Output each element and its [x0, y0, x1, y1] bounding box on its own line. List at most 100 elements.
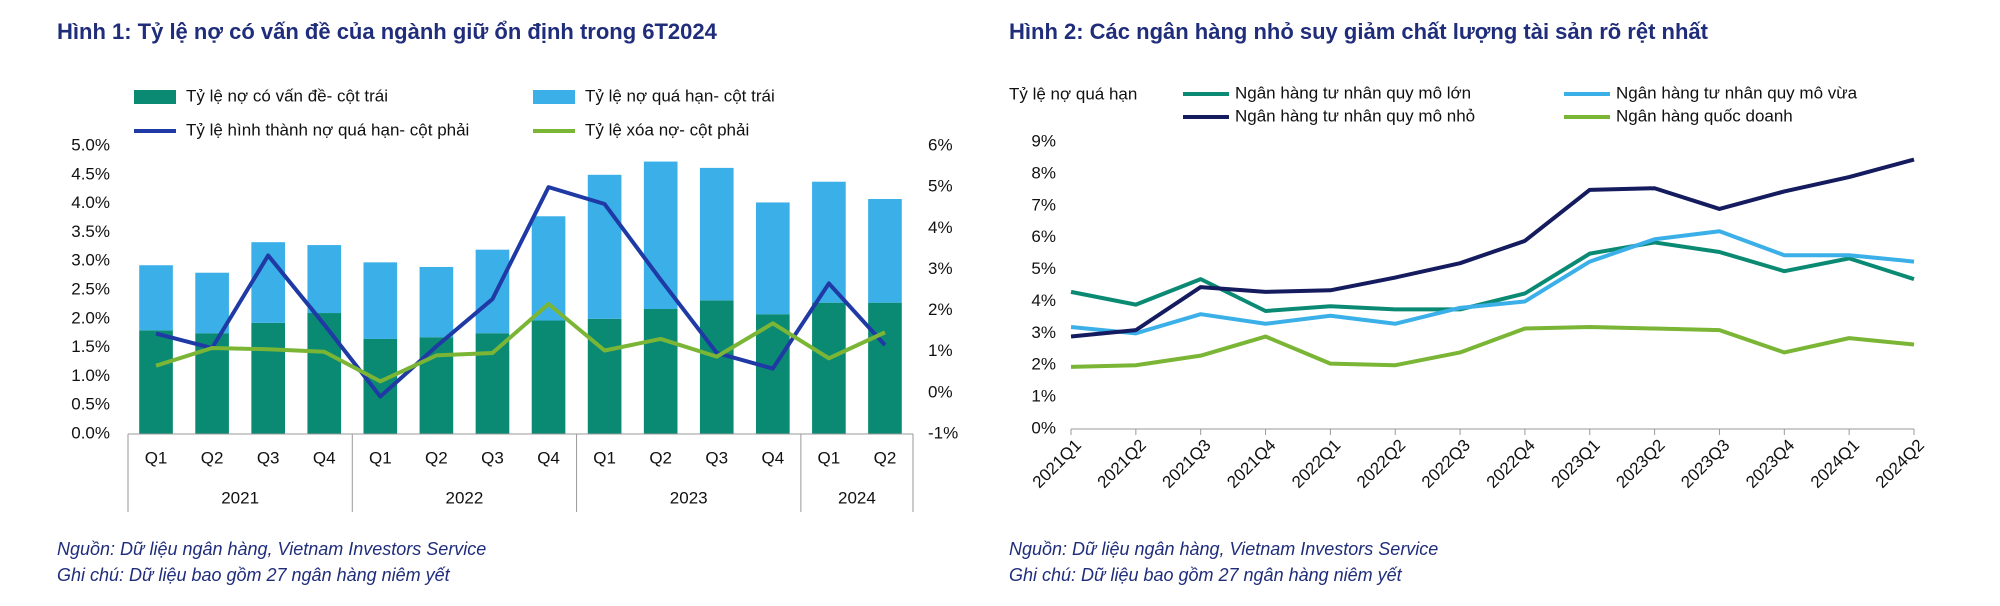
- line: [155, 301, 886, 384]
- note: Ghi chú: Dữ liệu bao gồm 27 ngân hàng ni…: [57, 565, 451, 585]
- bar: [195, 272, 229, 334]
- y-tick-label: 0.5%: [71, 395, 110, 414]
- bar: [587, 174, 622, 319]
- y-tick-label: 5%: [1031, 259, 1056, 278]
- x-tick-label: 2023Q3: [1677, 436, 1733, 492]
- line: [1070, 324, 1915, 369]
- y-axis-label: Tỷ lệ nợ quá hạn: [1009, 84, 1137, 103]
- y-tick-label: 0.0%: [71, 423, 110, 442]
- x-tick-label: Q2: [649, 448, 672, 467]
- x-tick-label: Q3: [481, 448, 504, 467]
- bar: [307, 245, 342, 314]
- y2-tick-label: 4%: [928, 218, 953, 237]
- legend-label: Ngân hàng tư nhân quy mô vừa: [1616, 83, 1858, 102]
- group-label: 2023: [670, 488, 708, 507]
- bar: [699, 167, 734, 301]
- x-tick-label: 2022Q4: [1483, 436, 1539, 492]
- x-tick-label: Q2: [874, 448, 897, 467]
- legend-label: Ngân hàng tư nhân quy mô lớn: [1235, 83, 1471, 102]
- chart-title: Hình 2: Các ngân hàng nhỏ suy giảm chất …: [1009, 19, 1709, 44]
- x-tick-label: 2023Q1: [1548, 436, 1604, 492]
- bar: [363, 262, 398, 339]
- bar: [587, 318, 622, 434]
- y-tick-label: 5.0%: [71, 135, 110, 154]
- bar: [812, 302, 846, 434]
- x-tick-label: 2022Q2: [1353, 436, 1409, 492]
- group-label: 2024: [838, 488, 876, 507]
- note: Nguồn: Dữ liệu ngân hàng, Vietnam Invest…: [1009, 539, 1438, 559]
- group-label: 2022: [446, 488, 484, 507]
- x-tick-label: Q4: [537, 448, 560, 467]
- x-tick-label: 2022Q1: [1288, 436, 1344, 492]
- y-tick-label: 1.0%: [71, 366, 110, 385]
- line: [1070, 157, 1915, 339]
- legend-label: Tỷ lệ nợ có vấn đề- cột trái: [186, 86, 388, 105]
- note: Nguồn: Dữ liệu ngân hàng, Vietnam Invest…: [57, 539, 486, 559]
- y-tick-label: 7%: [1031, 195, 1056, 214]
- y-tick-label: 4.0%: [71, 193, 110, 212]
- legend-label: Ngân hàng tư nhân quy mô nhỏ: [1235, 106, 1475, 125]
- y2-tick-label: 5%: [928, 177, 953, 196]
- legend-swatch: [533, 90, 575, 104]
- y2-tick-label: 3%: [928, 259, 953, 278]
- bar: [699, 300, 734, 434]
- y-tick-label: 4.5%: [71, 164, 110, 183]
- bar: [868, 198, 902, 303]
- y2-tick-label: 2%: [928, 300, 953, 319]
- x-tick-label: 2021Q1: [1029, 436, 1085, 492]
- line: [155, 185, 887, 399]
- x-tick-label: Q1: [369, 448, 392, 467]
- legend-label: Tỷ lệ nợ quá hạn- cột trái: [585, 86, 775, 105]
- bar: [251, 322, 285, 434]
- x-tick-label: 2024Q2: [1872, 436, 1928, 492]
- legend-swatch: [134, 90, 176, 104]
- x-tick-label: Q3: [705, 448, 728, 467]
- x-tick-label: 2021Q4: [1223, 436, 1279, 492]
- y-tick-label: 6%: [1031, 227, 1056, 246]
- x-tick-label: 2021Q2: [1094, 436, 1150, 492]
- x-tick-label: Q4: [313, 448, 336, 467]
- y-tick-label: 2.5%: [71, 279, 110, 298]
- bar: [643, 309, 678, 434]
- y-tick-label: 3.0%: [71, 251, 110, 270]
- x-tick-label: Q1: [593, 448, 616, 467]
- y2-tick-label: 0%: [928, 382, 953, 401]
- y-tick-label: 1.5%: [71, 337, 110, 356]
- x-tick-label: 2024Q1: [1807, 436, 1863, 492]
- y-tick-label: 2%: [1031, 355, 1056, 374]
- y-tick-label: 3.5%: [71, 222, 110, 241]
- bar: [475, 333, 510, 434]
- x-tick-label: Q4: [761, 448, 784, 467]
- x-tick-label: Q3: [257, 448, 280, 467]
- bar: [643, 161, 678, 310]
- line: [1070, 229, 1915, 336]
- x-tick-label: 2021Q3: [1158, 436, 1214, 492]
- x-tick-label: Q2: [201, 448, 224, 467]
- x-tick-label: Q1: [818, 448, 841, 467]
- y-tick-label: 8%: [1031, 163, 1056, 182]
- y-tick-label: 1%: [1031, 387, 1056, 406]
- bar: [307, 313, 342, 434]
- bar: [756, 314, 790, 434]
- bar: [139, 330, 173, 434]
- legend-label: Tỷ lệ xóa nợ- cột phải: [585, 120, 749, 139]
- y2-tick-label: -1%: [928, 423, 958, 442]
- bar: [475, 249, 510, 334]
- line: [1070, 240, 1915, 314]
- x-tick-label: 2022Q3: [1418, 436, 1474, 492]
- y-tick-label: 3%: [1031, 323, 1056, 342]
- bar: [868, 302, 902, 434]
- bar: [531, 320, 566, 434]
- group-label: 2021: [221, 488, 259, 507]
- legend-label: Ngân hàng quốc doanh: [1616, 106, 1793, 125]
- y2-tick-label: 1%: [928, 341, 953, 360]
- x-tick-label: Q2: [425, 448, 448, 467]
- y-tick-label: 0%: [1031, 418, 1056, 437]
- note: Ghi chú: Dữ liệu bao gồm 27 ngân hàng ni…: [1009, 565, 1403, 585]
- y-tick-label: 4%: [1031, 291, 1056, 310]
- bar: [139, 265, 173, 331]
- bar: [756, 202, 790, 315]
- bar: [419, 337, 454, 434]
- legend-label: Tỷ lệ hình thành nợ quá hạn- cột phải: [186, 120, 469, 139]
